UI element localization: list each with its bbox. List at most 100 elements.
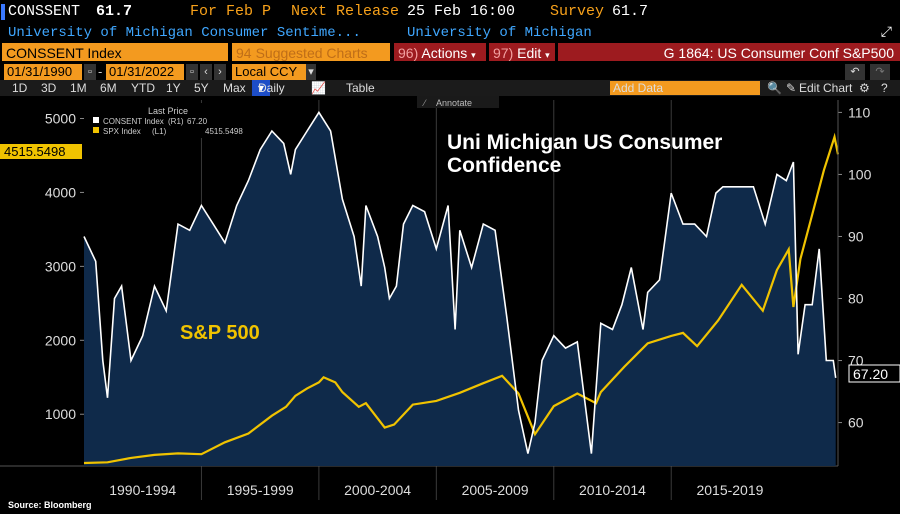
pencil-icon: ✎: [786, 81, 797, 95]
range-1m[interactable]: 1M: [70, 81, 87, 95]
chart-title-line-2: Confidence: [447, 154, 561, 177]
legend-consent-last: 67.20: [187, 117, 208, 126]
search-icon[interactable]: 🔍: [767, 81, 782, 95]
annotate-button[interactable]: ⁄ Annotate: [417, 96, 499, 108]
currency-value: Local CCY: [235, 64, 298, 79]
consent-line: [83, 110, 837, 454]
left-tick-label: 4000: [45, 184, 76, 200]
next-period-icon[interactable]: ›: [214, 64, 226, 80]
chart-type-icon[interactable]: 📈: [311, 81, 326, 95]
actions-num: 96): [398, 45, 419, 61]
range-max[interactable]: Max: [223, 81, 246, 95]
x-group-label: 2005-2009: [462, 482, 529, 498]
cursor-marker: [1, 4, 5, 20]
legend-spx-name: SPX Index: [103, 127, 141, 136]
currency-select[interactable]: Local CCY: [232, 64, 308, 80]
consent-area: [84, 112, 836, 467]
right-tick-label: 80: [848, 291, 864, 307]
prev-period-icon[interactable]: ‹: [200, 64, 212, 80]
description-bar: University of Michigan Consumer Sentime.…: [0, 24, 900, 42]
next-release-value: 25 Feb 16:00: [407, 3, 516, 20]
quote-bar: CONSSENT 61.7 For Feb P Next Release 25 …: [0, 0, 900, 24]
expand-icon[interactable]: ⤢: [880, 25, 892, 41]
spx-last-value: 4515.5498: [4, 144, 65, 159]
toolbar: CONSSENT Index 94 Suggested Charts 96) Ac…: [0, 42, 900, 62]
range-1y[interactable]: 1Y: [166, 81, 181, 95]
right-tick-label: 60: [848, 415, 864, 431]
legend-consent-axis: (R1): [168, 117, 184, 126]
edit-button[interactable]: 97) Edit ▾: [489, 43, 555, 61]
x-group-label: 2015-2019: [696, 482, 763, 498]
date-bar: 01/31/1990 ▫ - 01/31/2022 ▫ ‹ › Local CC…: [0, 63, 900, 81]
ticker[interactable]: CONSSENT: [8, 3, 81, 20]
suggested-charts-button[interactable]: 94 Suggested Charts: [232, 43, 390, 61]
right-tick-label: 100: [848, 166, 872, 182]
range-1d[interactable]: 1D: [12, 81, 28, 95]
consent-last-badge: [848, 364, 900, 383]
security-field[interactable]: CONSSENT Index: [2, 43, 228, 61]
frequency-select[interactable]: Daily ▾: [252, 80, 285, 96]
right-tick-label: 90: [848, 228, 864, 244]
range-bar: 1D 3D 1M 6M YTD 1Y 5Y Max Daily ▾ 📈 Tabl…: [0, 80, 900, 96]
legend-spx-last: 4515.5498: [205, 127, 243, 136]
legend: Last Price CONSENT Index (R1) 67.20 SPX …: [88, 103, 256, 138]
security-description: University of Michigan Consumer Sentime.…: [8, 25, 361, 41]
end-calendar-icon[interactable]: ▫: [186, 64, 198, 80]
chart-title-line-1: Uni Michigan US Consumer: [447, 131, 722, 154]
add-data-placeholder: Add Data: [613, 81, 664, 95]
source-name: University of Michigan: [407, 25, 592, 41]
range-ytd[interactable]: YTD: [131, 81, 155, 95]
actions-label: Actions: [421, 45, 468, 61]
legend-consent-name: CONSENT Index: [103, 117, 164, 126]
currency-caret-icon[interactable]: ▾: [306, 64, 316, 80]
ticker-value: 61.7: [96, 3, 133, 20]
chart-id: G 1864: US Consumer Conf S&P500: [558, 43, 900, 61]
survey-label: Survey: [550, 3, 605, 20]
security-label: CONSSENT Index: [6, 45, 122, 61]
next-release-label: Next Release: [291, 3, 400, 20]
start-date-field[interactable]: 01/31/1990: [4, 64, 82, 80]
x-group-label: 2000-2004: [344, 482, 411, 498]
edit-num: 97): [493, 45, 514, 61]
frequency-label: Daily: [258, 81, 285, 95]
start-calendar-icon[interactable]: ▫: [84, 64, 96, 80]
edit-label: Edit: [517, 45, 542, 61]
spx-line: [83, 132, 840, 465]
actions-button[interactable]: 96) Actions ▾: [394, 43, 486, 61]
x-axis: 1990-1994 1995-1999 2000-2004 2005-2009 2010…: [109, 482, 763, 498]
legend-title: Last Price: [148, 106, 188, 116]
x-group-label: 1990-1994: [109, 482, 176, 498]
range-3d[interactable]: 3D: [41, 81, 57, 95]
left-tick-label: 1000: [45, 406, 76, 422]
consent-last-value: 67.20: [853, 366, 888, 382]
spx-last-badge: [0, 144, 82, 159]
help-icon[interactable]: ?: [881, 81, 888, 95]
legend-spx-axis: (L1): [152, 127, 167, 136]
edit-caret-icon: ▾: [545, 50, 550, 60]
left-tick-label: 3000: [45, 258, 76, 274]
left-tick-label: 2000: [45, 332, 76, 348]
left-tick-label: 5000: [45, 110, 76, 126]
annotate-pencil-icon: ⁄: [422, 98, 427, 108]
legend-swatch-spx: [93, 127, 99, 133]
left-axis: 1000 2000 3000 4000 5000: [45, 110, 84, 422]
end-date-field[interactable]: 01/31/2022: [106, 64, 184, 80]
range-6m[interactable]: 6M: [100, 81, 117, 95]
suggested-label: Suggested Charts: [255, 45, 368, 61]
survey-value: 61.7: [612, 3, 649, 20]
range-5y[interactable]: 5Y: [194, 81, 209, 95]
redo-icon[interactable]: ↷: [870, 64, 890, 80]
actions-caret-icon: ▾: [471, 50, 476, 60]
x-group-label: 1995-1999: [227, 482, 294, 498]
edit-chart-button[interactable]: Edit Chart: [799, 81, 853, 95]
period-label: For Feb P: [190, 3, 272, 20]
source-note: Source: Bloomberg: [8, 500, 92, 510]
x-group-label: 2010-2014: [579, 482, 646, 498]
add-data-field[interactable]: Add Data: [610, 81, 760, 95]
undo-icon[interactable]: ↶: [845, 64, 865, 80]
settings-icon[interactable]: ⚙: [859, 81, 870, 95]
right-tick-label: 110: [848, 104, 871, 120]
table-button[interactable]: Table: [346, 81, 375, 95]
